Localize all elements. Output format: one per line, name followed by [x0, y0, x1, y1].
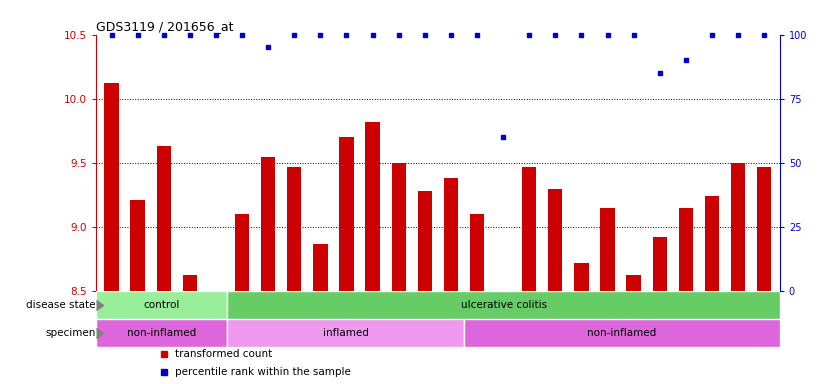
Bar [418, 191, 432, 291]
Bar [183, 275, 197, 291]
Text: ulcerative colitis: ulcerative colitis [460, 300, 546, 310]
Bar [365, 122, 379, 291]
Text: disease state: disease state [27, 300, 96, 310]
Bar [391, 163, 406, 291]
Bar [157, 146, 171, 291]
Bar [705, 196, 719, 291]
Bar [261, 157, 275, 291]
Bar [465, 319, 780, 347]
Bar [522, 167, 536, 291]
Bar [444, 179, 458, 291]
Text: non-inflamed: non-inflamed [587, 328, 656, 338]
Bar [314, 244, 328, 291]
Text: control: control [143, 300, 180, 310]
Text: non-inflamed: non-inflamed [127, 328, 196, 338]
Text: GDS3119 / 201656_at: GDS3119 / 201656_at [96, 20, 234, 33]
Bar [731, 163, 746, 291]
Text: inflamed: inflamed [323, 328, 369, 338]
Text: percentile rank within the sample: percentile rank within the sample [174, 367, 350, 377]
Bar [96, 291, 228, 319]
Bar [757, 167, 771, 291]
Bar [339, 137, 354, 291]
Bar [679, 208, 693, 291]
Bar [470, 214, 485, 291]
Bar [130, 200, 145, 291]
Bar [287, 167, 301, 291]
Bar [228, 291, 780, 319]
Bar [575, 263, 589, 291]
Bar [235, 214, 249, 291]
Bar [228, 319, 465, 347]
Text: specimen: specimen [46, 328, 96, 338]
Bar [548, 189, 562, 291]
Text: transformed count: transformed count [174, 349, 272, 359]
Bar [626, 275, 641, 291]
Bar [104, 83, 118, 291]
Bar [600, 208, 615, 291]
Bar [96, 319, 228, 347]
Bar [652, 237, 667, 291]
